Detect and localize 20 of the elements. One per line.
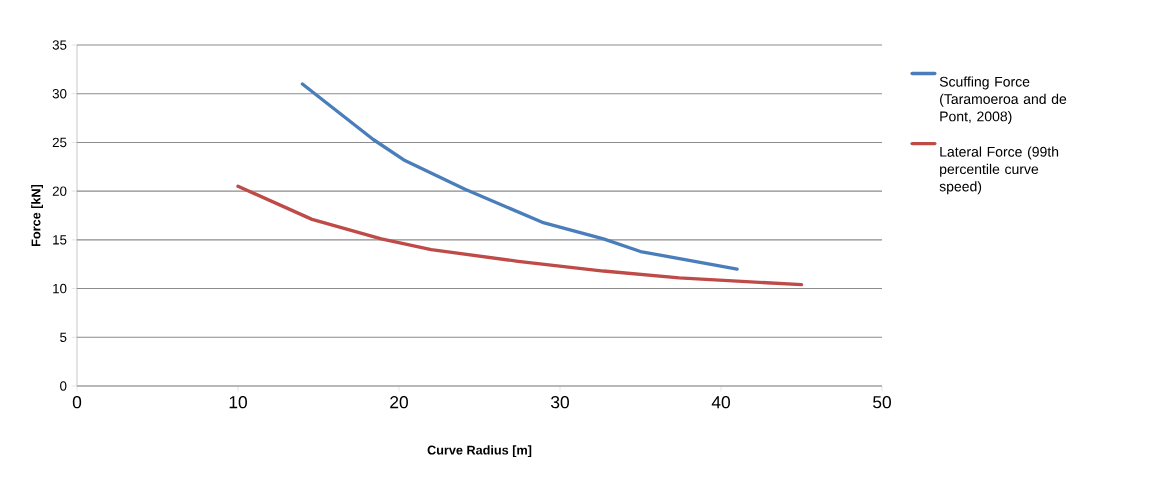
text: Lateral Force (99th percentile curve speed) [939,146,1059,195]
x-tick-label: 10 [229,396,247,409]
y-axis-title: Force [kN] [31,184,43,246]
x-tick-label: 50 [873,396,891,409]
y-tick-label: 25 [52,137,67,148]
x-axis-title: Curve Radius [m] [427,445,532,458]
y-tick-label: 35 [52,40,67,50]
x-tick-label: 0 [72,396,82,409]
line-series [300,82,739,271]
x-tick-label: 20 [390,396,408,409]
text: Scuffing Force (Taramoeroa and de Pont, 2008) [939,76,1067,125]
x-tick-label: 30 [551,396,569,409]
y-tick-label: 30 [52,88,67,99]
y-tick-label: 5 [60,332,67,342]
y-tick-label: 10 [53,283,67,294]
y-tick-label: 15 [53,235,67,245]
y-tick-label: 20 [52,186,67,196]
y-tick-label: 0 [60,381,67,391]
x-tick-label: 40 [711,396,730,409]
line-series [236,184,804,287]
